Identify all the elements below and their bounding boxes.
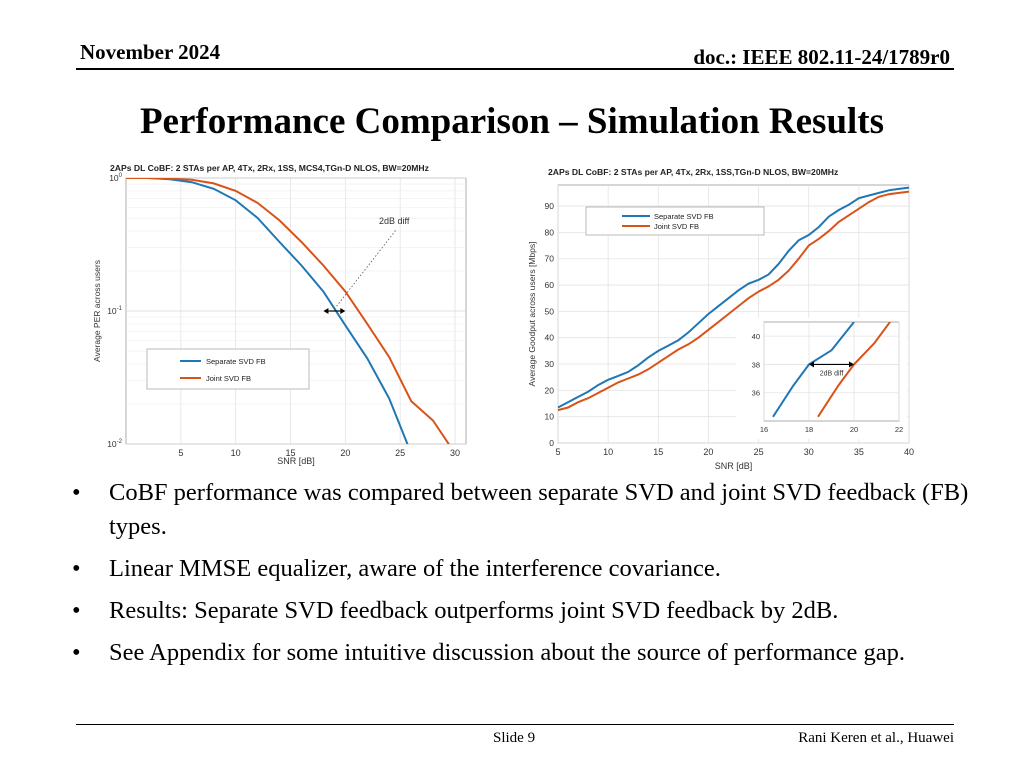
y-tick-base: 10 [109,173,119,183]
diff-arrowhead-left [323,308,329,314]
y-tick-exponent: 0 [119,173,123,179]
slide-number: Slide 9 [493,730,536,746]
x-tick-label: 25 [754,447,764,457]
inset-x-tick-label: 18 [805,425,813,434]
x-tick-label: 30 [450,448,460,458]
y-axis-label: Average Goodput across users [Mbps] [527,242,537,387]
y-tick-exponent: -2 [117,439,123,445]
inset-plot-area [763,321,900,422]
inset-x-tick-label: 22 [895,425,903,434]
inset-y-tick-label: 40 [752,332,760,341]
x-axis-label: SNR [dB] [277,456,315,466]
x-tick-label: 25 [395,448,405,458]
x-tick-label: 30 [804,447,814,457]
y-tick-label: 70 [545,254,555,264]
bullet-item: • Results: Separate SVD feedback outperfo… [72,594,972,628]
chart-title: 2APs DL CoBF: 2 STAs per AP, 4Tx, 2Rx, 1… [548,167,838,177]
y-tick-label: 10-1 [107,306,122,316]
inset-series-line [817,322,891,418]
per-chart-svg: 2APs DL CoBF: 2 STAs per AP, 4Tx, 2Rx, 1… [92,163,467,466]
header-doc-id: doc.: IEEE 802.11-24/1789r0 [693,45,950,69]
x-tick-label: 40 [904,447,914,457]
inset-arrowhead-right [849,361,854,368]
bullet-symbol: • [72,597,81,624]
bullet-symbol: • [72,639,81,666]
inset-series-group [772,322,891,418]
bullet-symbol: • [72,555,81,582]
footer-divider [76,724,954,725]
legend-box [585,206,765,236]
x-tick-label: 5 [555,447,560,457]
y-tick-label: 100 [109,173,122,183]
x-tick-label: 15 [653,447,663,457]
y-tick-label: 20 [545,385,555,395]
bullet-text: Results: Separate SVD feedback outperfor… [109,597,839,624]
y-tick-base: 10 [107,306,117,316]
bullet-list: • CoBF performance was compared between s… [72,476,972,678]
x-tick-label: 10 [231,448,241,458]
goodput-chart: 2APs DL CoBF: 2 STAs per AP, 4Tx, 2Rx, 1… [522,158,924,481]
y-tick-label: 50 [545,306,555,316]
footer-author: Rani Keren et al., Huawei [798,730,954,746]
y-tick-label: 60 [545,280,555,290]
header-date: November 2024 [80,40,221,64]
y-tick-label: 90 [545,201,555,211]
bullet-text: See Appendix for some intuitive discussi… [109,639,906,666]
inset-x-tick-label: 20 [850,425,858,434]
x-tick-label: 15 [286,448,296,458]
chart-title: 2APs DL CoBF: 2 STAs per AP, 4Tx, 2Rx, 1… [110,163,429,173]
slide-title: Performance Comparison – Simulation Resu… [139,101,885,142]
inset-y-tick-label: 38 [752,360,760,369]
x-tick-label: 20 [703,447,713,457]
legend-label: Joint SVD FB [654,222,699,231]
series-line [557,186,910,409]
y-tick-exponent: -1 [117,306,123,312]
series-group [126,178,450,444]
goodput-chart-svg: 2APs DL CoBF: 2 STAs per AP, 4Tx, 2Rx, 1… [527,167,914,471]
legend-label: Separate SVD FB [654,212,714,221]
x-tick-label: 10 [603,447,613,457]
y-tick-label: 10 [545,412,555,422]
legend-label: Joint SVD FB [206,374,251,383]
legend-box [146,348,310,390]
per-chart: 2APs DL CoBF: 2 STAs per AP, 4Tx, 2Rx, 1… [88,158,480,471]
series-line [126,178,450,444]
bullet-item: • CoBF performance was compared between s… [72,476,972,544]
legend-label: Separate SVD FB [206,357,266,366]
y-tick-label: 30 [545,359,555,369]
diff-arrowhead-right [340,308,346,314]
annotation-text: 2dB diff [379,216,410,226]
annotation-leader [334,229,397,310]
x-tick-label: 20 [340,448,350,458]
bullet-item: • Linear MMSE equalizer, aware of the int… [72,552,972,586]
y-tick-label: 0 [549,438,554,448]
bullet-text: CoBF performance was compared between se… [109,479,969,540]
inset-annotation-text: 2dB diff [820,370,844,377]
inset-x-tick-label: 16 [760,425,768,434]
y-tick-label: 40 [545,333,555,343]
y-axis-label: Average PER across users [92,260,102,362]
series-line [557,190,910,412]
bullet-item: • See Appendix for some intuitive discuss… [72,636,972,670]
inset-series-line [772,322,855,418]
inset-arrowhead-left [809,361,814,368]
y-tick-base: 10 [107,439,117,449]
x-tick-label: 5 [178,448,183,458]
x-axis-label: SNR [dB] [715,461,753,471]
y-tick-label: 10-2 [107,439,122,449]
bullet-text: Linear MMSE equalizer, aware of the inte… [109,555,721,582]
y-tick-label: 80 [545,227,555,237]
bullet-symbol: • [72,479,81,506]
header-divider [76,68,954,70]
x-tick-label: 35 [854,447,864,457]
inset-y-tick-label: 36 [752,389,760,398]
